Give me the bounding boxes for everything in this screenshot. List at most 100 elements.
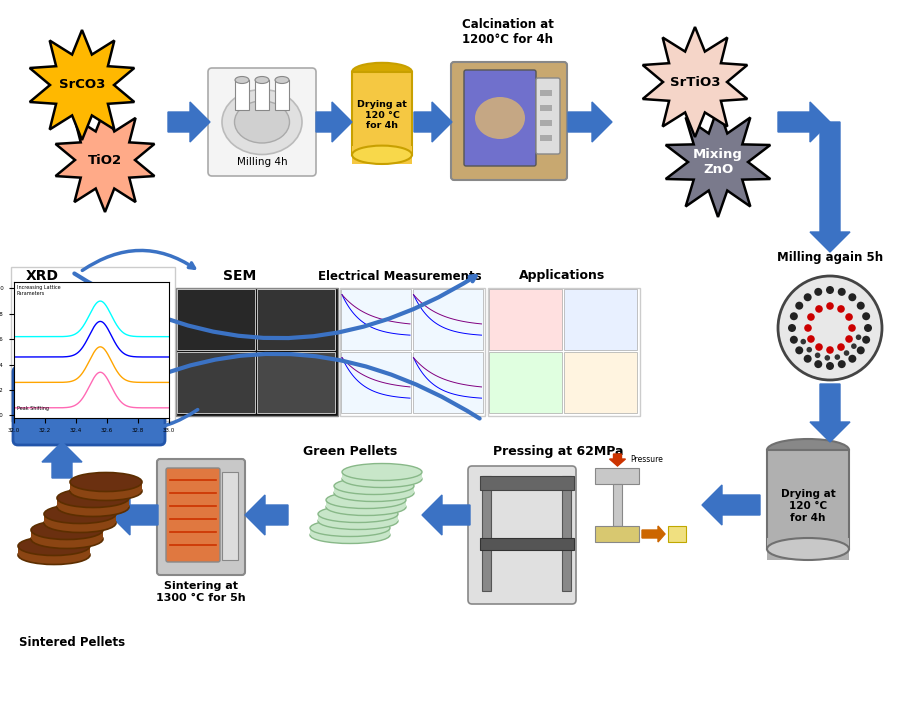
Circle shape [862,336,870,343]
Circle shape [843,350,850,356]
Bar [489,352,562,413]
Ellipse shape [31,521,103,539]
Circle shape [857,302,865,310]
FancyBboxPatch shape [157,459,245,575]
Polygon shape [810,122,850,252]
Circle shape [845,313,853,321]
Circle shape [851,343,857,349]
Bar [540,105,552,111]
Circle shape [807,336,815,343]
Circle shape [778,276,882,380]
Circle shape [805,324,812,332]
Bar [222,472,238,560]
Ellipse shape [352,145,412,164]
Ellipse shape [57,488,129,508]
Circle shape [826,346,833,354]
Circle shape [837,305,845,312]
Bar [257,289,335,350]
Circle shape [807,313,815,321]
Bar [70,482,142,491]
FancyBboxPatch shape [464,70,536,166]
Bar [44,514,116,523]
FancyBboxPatch shape [166,468,220,562]
Ellipse shape [326,498,406,516]
Circle shape [849,293,856,301]
Polygon shape [316,102,352,142]
Circle shape [806,347,812,353]
Polygon shape [778,102,830,142]
Circle shape [804,293,812,301]
Ellipse shape [31,529,103,549]
Text: Increasing Lattice
Parameters: Increasing Lattice Parameters [16,284,60,295]
Polygon shape [422,495,470,535]
FancyBboxPatch shape [11,267,175,421]
Text: SrTiO3: SrTiO3 [670,76,720,89]
Circle shape [857,346,865,354]
Text: Calcination at
1200°C for 4h: Calcination at 1200°C for 4h [462,18,554,46]
Circle shape [790,312,798,320]
Bar [540,120,552,126]
Bar [257,352,335,413]
Bar [177,289,255,350]
Ellipse shape [334,477,414,495]
Circle shape [814,288,823,296]
Ellipse shape [767,439,849,461]
Circle shape [845,336,853,343]
FancyBboxPatch shape [13,367,165,445]
Polygon shape [609,454,626,466]
Text: SrCO3: SrCO3 [58,78,105,91]
Bar [352,145,412,164]
Circle shape [790,336,798,343]
Bar [480,476,574,490]
Bar [57,498,129,507]
Circle shape [826,302,833,310]
Bar [255,80,269,110]
Circle shape [837,343,845,351]
Bar [18,546,90,555]
FancyBboxPatch shape [468,466,576,604]
Text: Milling again 5h: Milling again 5h [777,251,883,264]
Ellipse shape [44,505,116,523]
Circle shape [796,302,804,310]
Bar [412,352,482,413]
Text: Mixing
ZnO: Mixing ZnO [693,148,742,176]
Ellipse shape [767,538,849,560]
Text: Pressing at 62MPa: Pressing at 62MPa [493,446,623,459]
Text: Green Pellets: Green Pellets [303,446,397,459]
Bar [326,500,406,507]
Text: Drying at
120 °C
for 4h: Drying at 120 °C for 4h [357,100,407,130]
Polygon shape [42,442,82,478]
Ellipse shape [255,76,269,84]
Circle shape [804,355,812,363]
Bar [540,90,552,96]
Circle shape [864,324,872,332]
Ellipse shape [18,546,90,564]
Circle shape [814,360,823,368]
Ellipse shape [352,63,412,81]
Polygon shape [110,495,158,535]
Ellipse shape [326,492,406,508]
Circle shape [788,324,796,332]
Text: Drying at
120 °C
for 4h: Drying at 120 °C for 4h [780,490,835,523]
Ellipse shape [318,513,398,529]
Ellipse shape [342,470,422,487]
Bar [342,472,422,479]
Polygon shape [666,107,770,217]
Polygon shape [30,30,134,140]
Circle shape [826,362,834,370]
Circle shape [800,339,806,344]
Bar [352,72,412,155]
Polygon shape [414,102,452,142]
Polygon shape [643,27,747,137]
Text: Sintered Pellets: Sintered Pellets [19,636,125,649]
FancyBboxPatch shape [208,68,316,176]
Circle shape [848,324,856,332]
Bar [176,288,338,416]
Ellipse shape [44,513,116,533]
Circle shape [814,353,821,358]
Bar [613,484,622,526]
Polygon shape [168,102,210,142]
Text: SEM: SEM [223,269,256,283]
Bar [235,80,249,110]
Bar [412,289,482,350]
